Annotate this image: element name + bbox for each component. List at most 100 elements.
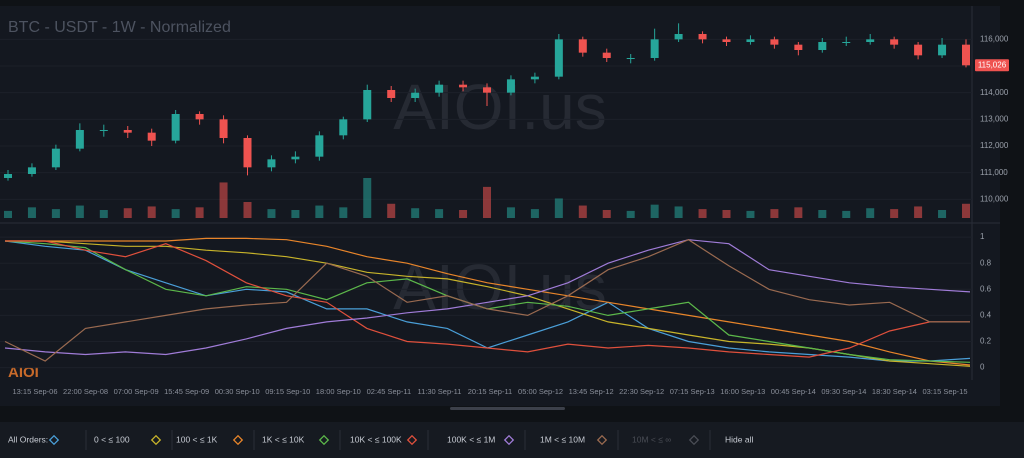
volume-bar: [842, 210, 851, 218]
y-tick-label: 0.8: [980, 258, 992, 267]
candle-body: [243, 138, 252, 168]
candle-body: [411, 92, 420, 98]
candle-body: [459, 84, 468, 88]
candle-body: [962, 44, 970, 66]
x-tick-label: 05:00 Sep-12: [518, 387, 563, 396]
volume-bar: [770, 209, 779, 218]
candle-body: [195, 114, 204, 120]
volume-bar: [123, 208, 132, 218]
legend-swatch[interactable]: [406, 434, 418, 446]
y-tick-label: 1: [980, 232, 985, 241]
volume-bar: [267, 209, 276, 218]
candle-body: [914, 44, 923, 56]
volume-bar: [243, 202, 252, 218]
candle-body: [890, 39, 899, 45]
x-tick-label: 18:00 Sep-10: [316, 387, 361, 396]
x-tick-label: 16:00 Sep-13: [720, 387, 765, 396]
volume-bar: [147, 206, 156, 218]
volume-bar: [435, 209, 444, 218]
x-tick-label: 22:30 Sep-12: [619, 387, 664, 396]
candle-body: [123, 130, 132, 133]
candle-body: [842, 42, 851, 43]
legend-label[interactable]: 1K < ≤ 10K: [262, 434, 305, 444]
candle-body: [698, 34, 707, 40]
logo: AIOI: [8, 364, 39, 381]
legend-swatch: [688, 434, 700, 446]
x-tick-label: 07:00 Sep-09: [114, 387, 159, 396]
volume-bar: [363, 178, 372, 218]
volume-bar: [746, 210, 755, 218]
volume-bar: [866, 208, 875, 218]
volume-bar: [483, 186, 491, 218]
volume-bar: [506, 207, 515, 218]
legend-label[interactable]: 10K < ≤ 100K: [350, 434, 402, 444]
last-price-tag: [975, 59, 1009, 72]
candle-body: [722, 39, 731, 42]
candle-body: [267, 159, 276, 168]
candle-body: [4, 174, 12, 178]
legend-swatch[interactable]: [318, 434, 330, 446]
y-tick-label: 110,000: [980, 194, 1009, 203]
volume-bar: [650, 204, 659, 218]
volume-bar: [291, 210, 300, 218]
x-tick-label: 07:15 Sep-13: [670, 387, 715, 396]
legend-label[interactable]: 0 < ≤ 100: [94, 434, 130, 444]
volume-bar: [51, 209, 60, 218]
y-tick-label: 113,000: [980, 114, 1009, 123]
last-price-label: 115,026: [978, 60, 1007, 69]
x-tick-label: 11:30 Sep-11: [417, 387, 461, 396]
volume-bar: [27, 207, 36, 218]
hide-all-button[interactable]: Hide all: [725, 434, 753, 444]
candle-body: [794, 44, 803, 50]
x-tick-label: 00:30 Sep-10: [215, 387, 260, 396]
candle-body: [171, 114, 180, 141]
legend-swatch[interactable]: [596, 434, 608, 446]
candle-body: [363, 90, 372, 120]
legend-label[interactable]: All Orders:: [8, 434, 48, 444]
candle-body: [147, 132, 156, 141]
y-tick-label: 114,000: [980, 88, 1009, 97]
candle-body: [291, 156, 300, 160]
volume-bar: [315, 205, 324, 218]
series-line: [4, 239, 970, 362]
y-tick-label: 112,000: [980, 141, 1009, 150]
x-tick-label: 09:15 Sep-10: [265, 387, 310, 396]
candle-body: [746, 39, 755, 42]
legend-swatch[interactable]: [48, 434, 60, 446]
candle-body: [770, 39, 779, 45]
candle-body: [99, 130, 108, 131]
volume-bar: [890, 209, 899, 218]
scrollbar[interactable]: [450, 407, 565, 410]
legend-label[interactable]: 100K < ≤ 1M: [447, 434, 495, 444]
x-tick-label: 15:45 Sep-09: [164, 387, 209, 396]
candle-body: [506, 79, 515, 93]
legend-label[interactable]: 100 < ≤ 1K: [176, 434, 218, 444]
x-tick-label: 22:00 Sep-08: [63, 387, 108, 396]
volume-bar: [938, 210, 947, 218]
candle-body: [483, 87, 491, 93]
candle-body: [866, 39, 875, 42]
legend-bar: [0, 422, 1024, 458]
volume-bar: [99, 210, 108, 218]
volume-bar: [698, 209, 707, 218]
volume-bar: [219, 182, 228, 218]
series-line: [5, 240, 970, 358]
candle-body: [387, 90, 396, 98]
x-tick-label: 02:45 Sep-11: [367, 387, 411, 396]
legend-swatch[interactable]: [503, 434, 515, 446]
legend-swatch[interactable]: [232, 434, 244, 446]
candle-body: [938, 44, 947, 56]
x-tick-label: 00:45 Sep-14: [771, 387, 816, 396]
volume-bar: [962, 203, 970, 218]
candle-body: [435, 84, 444, 93]
volume-bar: [459, 210, 468, 218]
y-tick-label: 0.4: [980, 311, 992, 320]
legend-swatch[interactable]: [150, 434, 162, 446]
volume-bar: [530, 209, 539, 218]
candle-body: [75, 130, 84, 149]
legend-label[interactable]: 1M < ≤ 10M: [540, 434, 585, 444]
candle-body: [626, 58, 635, 59]
watermark: AIOI.us: [393, 71, 606, 143]
x-tick-label: 03:15 Sep-15: [922, 387, 967, 396]
